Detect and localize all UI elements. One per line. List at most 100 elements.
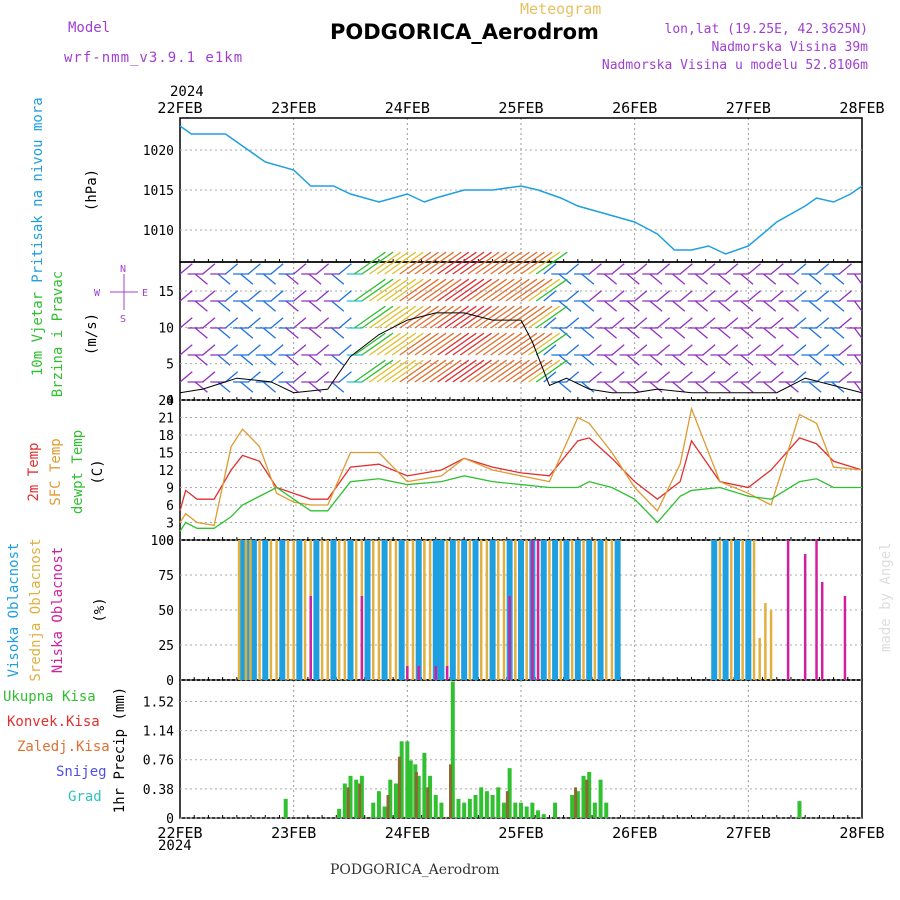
wind-barb	[793, 263, 807, 275]
wind-barb	[293, 344, 307, 356]
wind-barb	[747, 371, 762, 383]
x-tick-label-bottom: 23FEB	[271, 824, 316, 842]
wind-barb	[422, 359, 454, 383]
wind-barb	[831, 381, 845, 393]
wind-barb	[740, 354, 754, 366]
wind-barb	[376, 251, 409, 275]
wind-barb	[406, 251, 439, 275]
cloud-bar-1	[540, 540, 547, 680]
wind-barb	[179, 263, 193, 275]
wind-barb	[490, 332, 523, 356]
cloud-bar-1	[262, 540, 269, 680]
wind-barb	[444, 305, 477, 329]
wind-barb	[376, 305, 409, 329]
compass-s: S	[120, 314, 126, 325]
wind-barb	[384, 305, 417, 329]
wind-barb	[672, 381, 686, 393]
wind-barb	[649, 273, 663, 285]
cloud-bar-2	[514, 540, 517, 680]
wind-barb	[679, 290, 693, 302]
cloud-bar-3	[815, 540, 818, 680]
wind-barb	[315, 344, 330, 356]
wind-barb	[543, 263, 557, 275]
wind-barb	[770, 290, 784, 302]
wind-barb	[285, 300, 299, 312]
cloud-bar-2	[389, 540, 392, 680]
temp-axis-unit: (C)	[90, 459, 106, 484]
wind-barb	[656, 371, 671, 383]
wind-barb	[763, 381, 777, 393]
wind-barb	[694, 327, 708, 339]
wind-barb	[315, 263, 330, 275]
wind-barb	[391, 332, 424, 356]
wind-barb	[179, 317, 193, 329]
wind-barb	[315, 371, 330, 383]
cloud-bar-3	[406, 666, 409, 680]
wind-barb	[194, 354, 208, 366]
wind-barb	[399, 278, 432, 302]
wind-barb	[475, 251, 508, 275]
wind-barb	[497, 251, 530, 275]
wind-barb	[853, 327, 863, 339]
wind-barb	[656, 344, 671, 356]
wind-barb	[202, 317, 216, 329]
temp-line-2	[179, 406, 863, 527]
wind-barb	[475, 359, 508, 383]
wind-barb	[429, 305, 462, 329]
cloud-bar-1	[432, 540, 439, 680]
wind-barb	[475, 305, 508, 329]
cloud-bar-2	[377, 540, 381, 680]
wind-barb	[399, 332, 432, 356]
wind-barb	[399, 359, 432, 383]
wind-barb	[626, 327, 640, 339]
cloud-bar-2	[275, 540, 278, 680]
precip-bar-1	[450, 681, 455, 818]
wind-barb	[588, 317, 602, 329]
cloud-tick-label: 75	[158, 569, 174, 584]
cloud-bar-1	[438, 540, 445, 680]
wind-barb	[816, 344, 830, 356]
wind-barb	[369, 305, 401, 329]
wind-barb	[353, 278, 386, 302]
wind-barb	[247, 317, 261, 329]
precip-bar-1	[513, 802, 518, 818]
wind-barb	[285, 273, 299, 285]
wind-barb	[634, 371, 648, 383]
wind-barb	[270, 344, 284, 356]
wind-barb	[444, 278, 477, 302]
wind-barb	[467, 305, 500, 329]
wind-barb	[422, 278, 454, 302]
wind-barb	[558, 381, 572, 393]
precip-bar-1	[530, 802, 535, 818]
cloud-bar-2	[769, 610, 773, 680]
wind-barb	[672, 354, 686, 366]
wind-barb	[770, 371, 784, 383]
cloud-bar-1	[245, 540, 252, 680]
wind-barb	[482, 359, 515, 383]
precip-bar-1	[592, 802, 597, 818]
wind-barb	[793, 371, 807, 383]
cloud-tick-label: 50	[158, 604, 174, 619]
wind-barb	[179, 290, 193, 302]
precip-bar-1	[342, 783, 347, 818]
wind-barb	[376, 278, 409, 302]
wind-barb	[679, 371, 693, 383]
wind-barb	[656, 263, 671, 275]
cloud-bar-2	[249, 540, 252, 680]
wind-barb	[702, 290, 716, 302]
wind-barb	[194, 273, 208, 285]
wind-barb	[581, 327, 595, 339]
wind-barb	[611, 371, 625, 383]
wind-barb	[247, 371, 261, 383]
wind-barb	[467, 359, 500, 383]
wind-barb	[588, 290, 602, 302]
wind-barb	[747, 317, 762, 329]
wind-barb	[520, 251, 553, 275]
wind-barb	[505, 251, 538, 275]
wind-barb	[369, 359, 401, 383]
cloud-bar-3	[531, 540, 534, 680]
cloud-bar-1	[733, 540, 740, 680]
wind-barb	[391, 359, 424, 383]
cloud-bar-2	[320, 540, 324, 680]
wind-barb	[520, 359, 553, 383]
